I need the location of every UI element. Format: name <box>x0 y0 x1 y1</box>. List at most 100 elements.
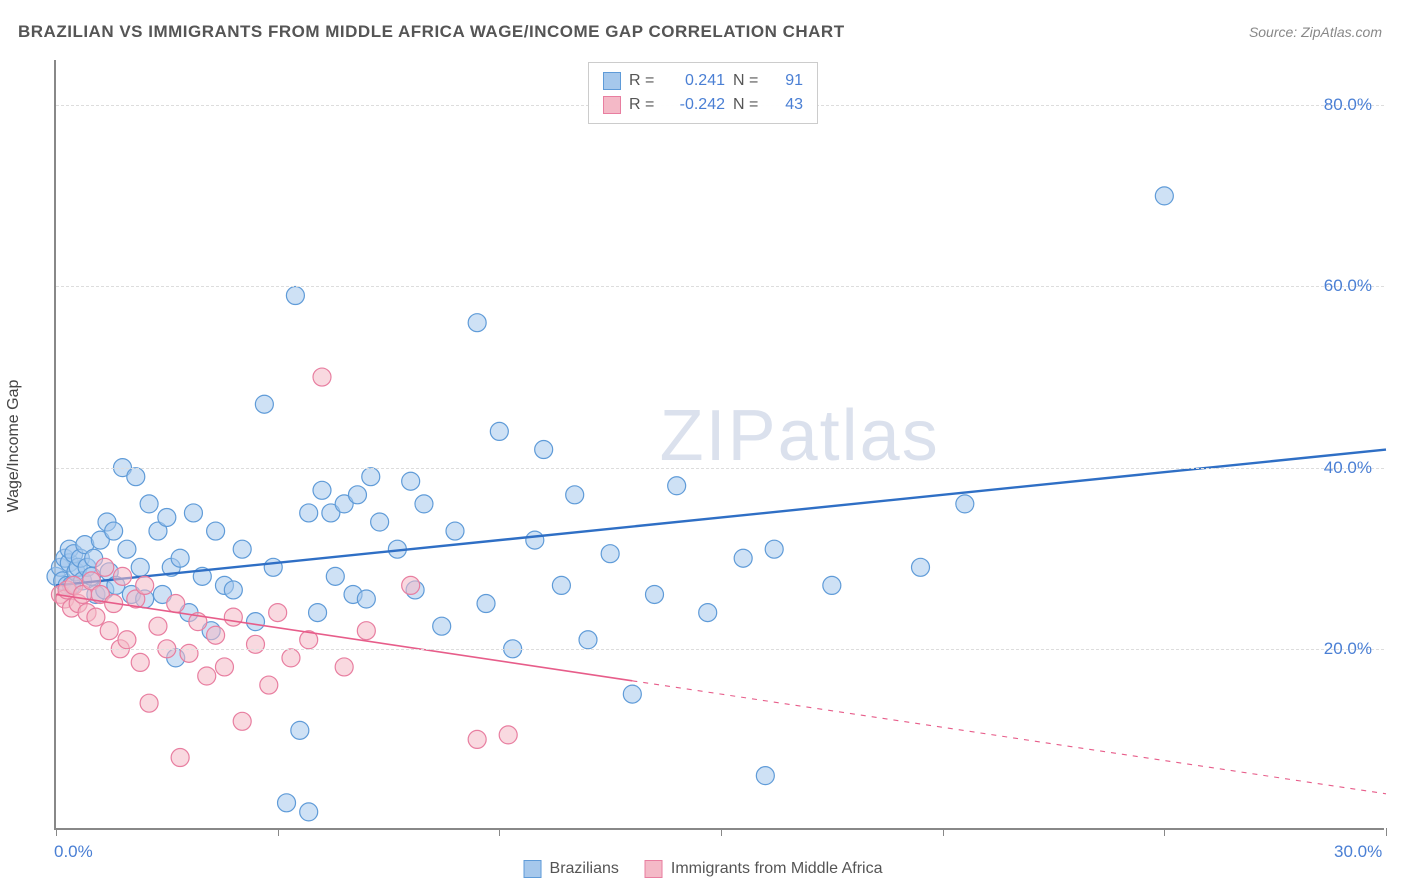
data-point-brazilians <box>477 595 495 613</box>
data-point-maf <box>136 576 154 594</box>
data-point-brazilians <box>734 549 752 567</box>
data-point-brazilians <box>118 540 136 558</box>
data-point-brazilians <box>348 486 366 504</box>
data-point-maf <box>198 667 216 685</box>
y-tick-label: 40.0% <box>1324 458 1372 478</box>
source-attribution: Source: ZipAtlas.com <box>1249 24 1382 40</box>
data-point-maf <box>357 622 375 640</box>
n-value: 91 <box>769 69 803 93</box>
data-point-maf <box>313 368 331 386</box>
data-point-maf <box>468 730 486 748</box>
data-point-brazilians <box>264 558 282 576</box>
data-point-brazilians <box>127 468 145 486</box>
data-point-brazilians <box>291 721 309 739</box>
n-value: 43 <box>769 93 803 117</box>
data-point-maf <box>224 608 242 626</box>
data-point-maf <box>131 653 149 671</box>
data-point-brazilians <box>207 522 225 540</box>
data-point-brazilians <box>357 590 375 608</box>
y-axis-label: Wage/Income Gap <box>5 380 23 513</box>
y-tick-label: 60.0% <box>1324 276 1372 296</box>
legend-swatch <box>645 860 663 878</box>
data-point-brazilians <box>309 604 327 622</box>
data-point-brazilians <box>255 395 273 413</box>
x-tick-label: 30.0% <box>1334 842 1382 862</box>
y-tick-label: 80.0% <box>1324 95 1372 115</box>
data-point-brazilians <box>362 468 380 486</box>
grid-line <box>56 468 1384 469</box>
data-point-maf <box>402 576 420 594</box>
legend-swatch <box>603 72 621 90</box>
data-point-maf <box>171 749 189 767</box>
data-point-brazilians <box>535 441 553 459</box>
legend-label: Immigrants from Middle Africa <box>671 860 883 878</box>
chart-title: BRAZILIAN VS IMMIGRANTS FROM MIDDLE AFRI… <box>18 22 845 42</box>
data-point-brazilians <box>326 567 344 585</box>
data-point-brazilians <box>579 631 597 649</box>
data-point-brazilians <box>313 481 331 499</box>
n-label: N = <box>733 93 761 117</box>
x-tick <box>943 828 944 836</box>
x-tick-label: 0.0% <box>54 842 93 862</box>
data-point-maf <box>96 558 114 576</box>
data-point-brazilians <box>446 522 464 540</box>
trend-line-dashed-maf <box>632 681 1386 794</box>
data-point-maf <box>282 649 300 667</box>
data-point-maf <box>215 658 233 676</box>
data-point-brazilians <box>131 558 149 576</box>
stats-box: R = 0.241 N = 91R = -0.242 N = 43 <box>588 62 818 124</box>
bottom-legend: Brazilians Immigrants from Middle Africa <box>524 860 883 878</box>
data-point-maf <box>114 567 132 585</box>
legend-item-maf: Immigrants from Middle Africa <box>645 860 883 878</box>
data-point-brazilians <box>490 422 508 440</box>
trend-line-brazilians <box>56 450 1386 586</box>
data-point-brazilians <box>300 504 318 522</box>
data-point-maf <box>87 608 105 626</box>
data-point-brazilians <box>184 504 202 522</box>
data-point-brazilians <box>278 794 296 812</box>
data-point-brazilians <box>668 477 686 495</box>
data-point-brazilians <box>224 581 242 599</box>
x-tick <box>499 828 500 836</box>
data-point-maf <box>335 658 353 676</box>
x-tick <box>278 828 279 836</box>
data-point-brazilians <box>552 576 570 594</box>
legend-swatch <box>524 860 542 878</box>
data-point-brazilians <box>823 576 841 594</box>
data-point-maf <box>499 726 517 744</box>
data-point-brazilians <box>623 685 641 703</box>
legend-label: Brazilians <box>550 860 619 878</box>
legend-item-brazilians: Brazilians <box>524 860 619 878</box>
data-point-maf <box>260 676 278 694</box>
data-point-brazilians <box>956 495 974 513</box>
y-tick-label: 20.0% <box>1324 639 1372 659</box>
plot-area: ZIPatlas 20.0%40.0%60.0%80.0% <box>54 60 1384 830</box>
x-tick <box>1386 828 1387 836</box>
data-point-brazilians <box>300 803 318 821</box>
data-point-brazilians <box>171 549 189 567</box>
data-point-maf <box>180 644 198 662</box>
data-point-brazilians <box>433 617 451 635</box>
data-point-maf <box>149 617 167 635</box>
chart-svg <box>56 60 1384 828</box>
data-point-maf <box>167 595 185 613</box>
r-value: -0.242 <box>665 93 725 117</box>
r-value: 0.241 <box>665 69 725 93</box>
data-point-maf <box>118 631 136 649</box>
data-point-maf <box>269 604 287 622</box>
data-point-brazilians <box>402 472 420 490</box>
n-label: N = <box>733 69 761 93</box>
data-point-brazilians <box>756 767 774 785</box>
data-point-brazilians <box>699 604 717 622</box>
data-point-brazilians <box>566 486 584 504</box>
data-point-brazilians <box>140 495 158 513</box>
data-point-brazilians <box>1155 187 1173 205</box>
stats-row-maf: R =-0.242N =43 <box>603 93 803 117</box>
stats-row-brazilians: R = 0.241 N = 91 <box>603 69 803 93</box>
data-point-maf <box>247 635 265 653</box>
r-label: R = <box>629 69 657 93</box>
data-point-brazilians <box>158 508 176 526</box>
x-tick <box>1164 828 1165 836</box>
grid-line <box>56 286 1384 287</box>
data-point-brazilians <box>105 522 123 540</box>
